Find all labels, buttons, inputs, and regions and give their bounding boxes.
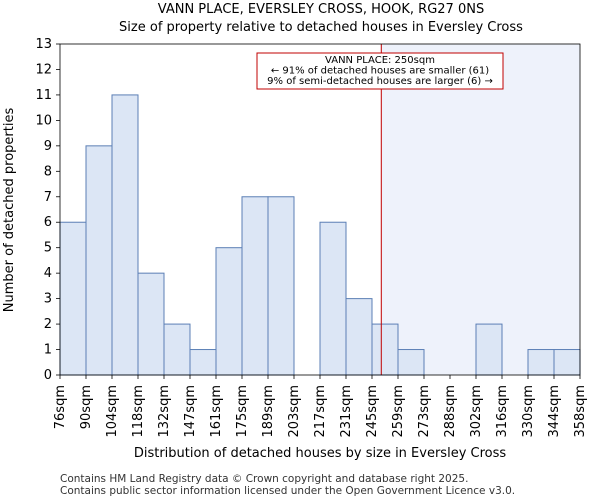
x-tick-label: 344sqm bbox=[547, 385, 562, 438]
x-axis-label: Distribution of detached houses by size … bbox=[134, 446, 507, 461]
annotation-line: 9% of semi-detached houses are larger (6… bbox=[267, 76, 493, 87]
x-tick-label: 316sqm bbox=[495, 385, 510, 438]
y-tick-label: 4 bbox=[44, 266, 52, 281]
x-tick-label: 76sqm bbox=[53, 385, 68, 429]
x-tick-label: 358sqm bbox=[573, 385, 588, 438]
y-tick-label: 8 bbox=[44, 164, 52, 179]
x-tick-label: 259sqm bbox=[391, 385, 406, 438]
y-tick-label: 7 bbox=[44, 190, 52, 205]
x-tick-label: 175sqm bbox=[235, 385, 250, 438]
highlight-region bbox=[381, 44, 580, 375]
bar bbox=[137, 272, 165, 376]
y-tick-label: 1 bbox=[44, 343, 52, 358]
y-tick-label: 5 bbox=[44, 241, 52, 256]
annotation-line: VANN PLACE: 250sqm bbox=[325, 55, 435, 66]
x-tick-label: 189sqm bbox=[261, 385, 276, 438]
bar bbox=[371, 323, 399, 376]
x-tick-label: 161sqm bbox=[209, 385, 224, 438]
bar bbox=[553, 349, 581, 376]
bar bbox=[345, 298, 373, 376]
x-tick-label: 104sqm bbox=[105, 385, 120, 438]
x-tick-label: 231sqm bbox=[339, 385, 354, 438]
x-tick-label: 273sqm bbox=[417, 385, 432, 438]
y-tick-label: 3 bbox=[44, 292, 52, 307]
x-tick-label: 330sqm bbox=[521, 385, 536, 438]
bar bbox=[85, 145, 113, 376]
x-tick-label: 147sqm bbox=[183, 385, 198, 438]
x-tick-label: 302sqm bbox=[469, 385, 484, 438]
bar bbox=[111, 94, 139, 376]
footer-line-1: Contains HM Land Registry data © Crown c… bbox=[60, 473, 468, 485]
x-tick-label: 203sqm bbox=[287, 385, 302, 438]
bar bbox=[267, 196, 295, 376]
bar bbox=[59, 221, 87, 376]
y-tick-label: 9 bbox=[44, 139, 52, 154]
x-tick-label: 288sqm bbox=[443, 385, 458, 438]
y-axis-label: Number of detached properties bbox=[2, 108, 17, 313]
x-tick-label: 217sqm bbox=[313, 385, 328, 438]
bar bbox=[189, 349, 217, 376]
y-tick-label: 10 bbox=[35, 113, 52, 128]
chart-subtitle: Size of property relative to detached ho… bbox=[119, 20, 523, 35]
x-tick-label: 132sqm bbox=[157, 385, 172, 438]
annotation-box bbox=[256, 52, 504, 90]
bar bbox=[475, 323, 503, 376]
x-tick-label: 118sqm bbox=[131, 385, 146, 438]
bar bbox=[163, 323, 191, 376]
bar bbox=[397, 349, 425, 376]
y-tick-label: 0 bbox=[44, 368, 52, 383]
y-tick-label: 6 bbox=[44, 215, 52, 230]
bar bbox=[319, 221, 347, 376]
bar bbox=[215, 247, 243, 376]
y-tick-label: 2 bbox=[44, 317, 52, 332]
bar bbox=[241, 196, 269, 376]
y-tick-label: 13 bbox=[35, 37, 52, 52]
footer-line-2: Contains public sector information licen… bbox=[60, 485, 515, 497]
y-tick-label: 11 bbox=[35, 88, 52, 103]
chart-title: VANN PLACE, EVERSLEY CROSS, HOOK, RG27 0… bbox=[158, 2, 484, 17]
x-tick-label: 90sqm bbox=[79, 385, 94, 429]
bar bbox=[527, 349, 555, 376]
y-tick-label: 12 bbox=[35, 62, 52, 77]
annotation-line: ← 91% of detached houses are smaller (61… bbox=[271, 66, 489, 77]
x-tick-label: 245sqm bbox=[365, 385, 380, 438]
